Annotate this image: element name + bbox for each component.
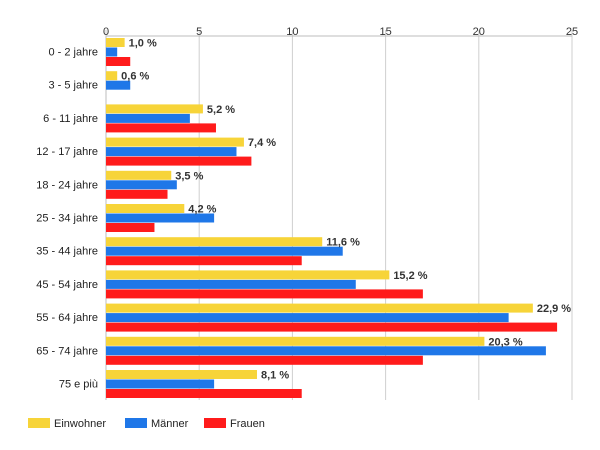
bar-einwohner-3 bbox=[106, 137, 244, 147]
category-label: 6 - 11 jahre bbox=[43, 113, 98, 125]
legend-label: Männer bbox=[151, 418, 189, 430]
grid-lines bbox=[105, 30, 573, 400]
data-label: 15,2 % bbox=[393, 270, 427, 282]
bar-frauen-2 bbox=[106, 123, 216, 133]
data-label: 0,6 % bbox=[121, 71, 149, 83]
bar-frauen-7 bbox=[106, 289, 423, 299]
category-label: 25 - 34 jahre bbox=[36, 213, 98, 225]
bar-frauen-3 bbox=[106, 156, 252, 166]
category-label: 3 - 5 jahre bbox=[48, 80, 98, 92]
category-label: 35 - 44 jahre bbox=[36, 246, 98, 258]
legend: Einwohner Männer Frauen bbox=[28, 418, 265, 430]
bar-m-nner-0 bbox=[106, 47, 118, 57]
category-label: 18 - 24 jahre bbox=[36, 179, 98, 191]
bar-einwohner-8 bbox=[106, 303, 533, 313]
x-tick-label: 20 bbox=[473, 26, 485, 38]
y-axis-categories: 0 - 2 jahre 3 - 5 jahre 6 - 11 jahre 12 - 1… bbox=[36, 47, 98, 391]
bar-einwohner-6 bbox=[106, 237, 323, 247]
bar-einwohner-10 bbox=[106, 370, 257, 379]
bar-einwohner-0 bbox=[106, 38, 125, 47]
data-label: 4,2 % bbox=[188, 204, 216, 216]
legend-swatch-m-nner bbox=[125, 418, 147, 428]
data-label: 11,6 % bbox=[326, 237, 360, 249]
data-label: 7,4 % bbox=[248, 137, 276, 149]
bar-m-nner-10 bbox=[106, 379, 215, 389]
data-label: 5,2 % bbox=[207, 104, 235, 116]
bar-frauen-4 bbox=[106, 189, 168, 199]
category-label: 55 - 64 jahre bbox=[36, 312, 98, 324]
x-tick-label: 25 bbox=[566, 26, 578, 38]
data-label: 3,5 % bbox=[175, 170, 203, 182]
bar-m-nner-8 bbox=[106, 313, 509, 323]
bar-frauen-10 bbox=[106, 389, 302, 398]
legend-swatch-einwohner bbox=[28, 418, 50, 428]
category-label: 0 - 2 jahre bbox=[48, 47, 98, 59]
bar-m-nner-7 bbox=[106, 279, 356, 289]
bar-einwohner-7 bbox=[106, 270, 390, 280]
bar-m-nner-6 bbox=[106, 246, 343, 256]
legend-swatch-frauen bbox=[204, 418, 226, 428]
bar-m-nner-3 bbox=[106, 147, 237, 157]
bar-m-nner-4 bbox=[106, 180, 177, 190]
data-label: 1,0 % bbox=[129, 38, 157, 50]
data-label: 22,9 % bbox=[537, 303, 571, 315]
bar-m-nner-2 bbox=[106, 113, 190, 123]
data-labels: 1,0 % 0,6 % 5,2 % 7,4 % 3,5 % 4,2 % 11,6 % 15,2… bbox=[121, 38, 571, 382]
x-tick-label: 10 bbox=[286, 26, 298, 38]
bar-einwohner-4 bbox=[106, 170, 172, 180]
x-axis-ticks: 0 5 10 15 20 25 bbox=[103, 26, 578, 38]
category-label: 45 - 54 jahre bbox=[36, 279, 98, 291]
bar-einwohner-9 bbox=[106, 336, 485, 346]
data-label: 8,1 % bbox=[261, 370, 289, 382]
x-tick-label: 0 bbox=[103, 26, 109, 38]
bar-frauen-8 bbox=[106, 322, 558, 332]
bar-einwohner-2 bbox=[106, 104, 203, 114]
bar-einwohner-5 bbox=[106, 204, 185, 213]
bars bbox=[106, 38, 558, 398]
x-tick-label: 15 bbox=[379, 26, 391, 38]
x-tick-label: 5 bbox=[196, 26, 202, 38]
bar-m-nner-1 bbox=[106, 80, 131, 90]
bar-frauen-0 bbox=[106, 57, 131, 66]
legend-label: Frauen bbox=[230, 418, 265, 430]
bar-einwohner-1 bbox=[106, 71, 118, 81]
category-label: 75 e più bbox=[59, 379, 98, 391]
category-label: 65 - 74 jahre bbox=[36, 345, 98, 357]
bar-frauen-9 bbox=[106, 355, 423, 365]
legend-label: Einwohner bbox=[54, 418, 106, 430]
category-label: 12 - 17 jahre bbox=[36, 146, 98, 158]
data-label: 20,3 % bbox=[488, 336, 522, 348]
bar-frauen-6 bbox=[106, 256, 302, 266]
bar-m-nner-9 bbox=[106, 346, 546, 356]
bar-m-nner-5 bbox=[106, 213, 215, 223]
bar-frauen-5 bbox=[106, 223, 155, 232]
